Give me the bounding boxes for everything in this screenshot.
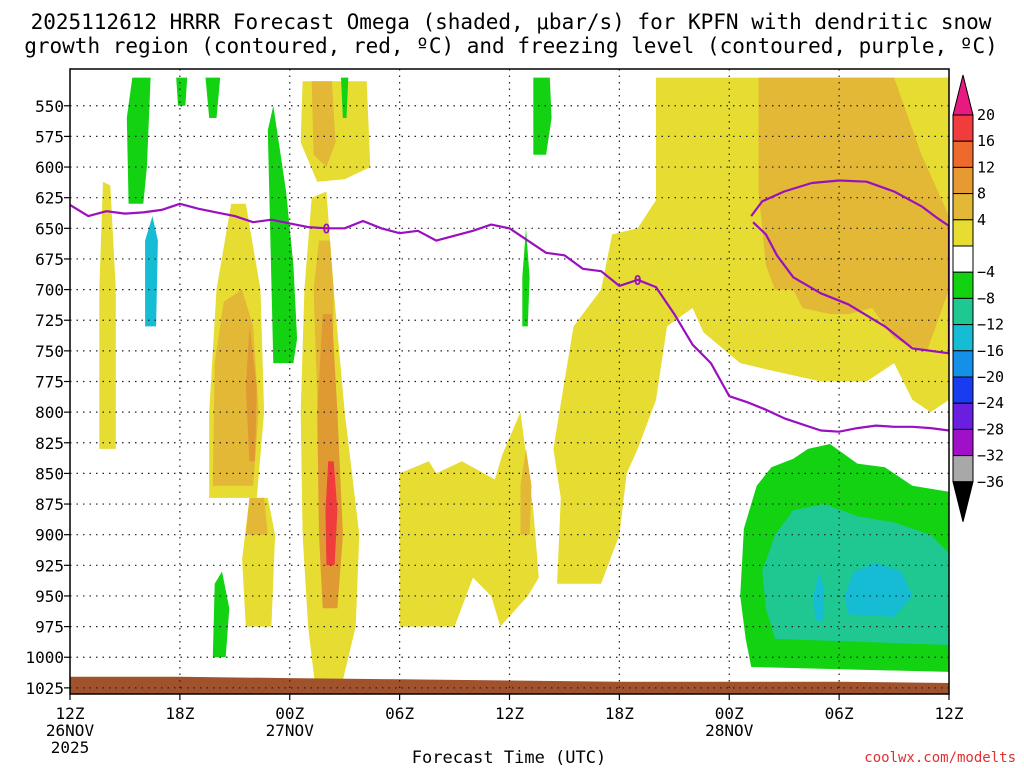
- omega-shading: [99, 77, 949, 688]
- credit-text: coolwx.com/modelts: [864, 750, 1016, 766]
- freezing-level-label-1: 0: [634, 274, 642, 289]
- colorbar-label-6: −8: [977, 289, 995, 307]
- freezing-level-line: [70, 202, 949, 433]
- y-tick-label-725: 725: [35, 311, 64, 330]
- omega-region-cyan-26: [844, 562, 913, 617]
- colorbar-label-1: 16: [977, 132, 995, 150]
- colorbar-band-7: [952, 271, 974, 299]
- x-axis-label: Forecast Time (UTC): [412, 748, 606, 768]
- colorbar-label-5: −4: [977, 263, 995, 281]
- colorbar-label-7: −12: [977, 316, 1004, 334]
- chart-title-line-2: growth region (contoured, red, ºC) and f…: [24, 34, 998, 58]
- y-tick-label-700: 700: [35, 281, 64, 300]
- x-tick-label-30: 18Z: [605, 704, 634, 723]
- y-tick-label-575: 575: [35, 127, 64, 146]
- colorbar-band-14: [952, 455, 974, 483]
- colorbar-bottom-arrow: [952, 481, 974, 522]
- y-tick-label-875: 875: [35, 495, 64, 514]
- omega-region-green-21: [522, 228, 530, 327]
- freezing-level-labels: 00: [322, 222, 641, 288]
- colorbar-band-3: [952, 166, 974, 195]
- colorbar-label-8: −16: [977, 342, 1004, 360]
- x-tick-label-0: 12Z: [56, 704, 85, 723]
- colorbar-label-3: 8: [977, 185, 986, 203]
- y-tick-label-950: 950: [35, 587, 64, 606]
- colorbar-band-1: [952, 114, 974, 142]
- y-tick-label-850: 850: [35, 464, 64, 483]
- x-tick-date-0: 26NOV: [46, 721, 95, 740]
- y-tick-label-1000: 1000: [25, 648, 64, 667]
- y-tick-label-975: 975: [35, 618, 64, 637]
- y-tick-label-1025: 1025: [25, 679, 64, 698]
- colorbar-label-2: 12: [977, 158, 995, 176]
- colorbar-band-10: [952, 350, 974, 378]
- omega-region-green-22: [533, 77, 552, 155]
- y-tick-label-625: 625: [35, 189, 64, 208]
- omega-region-green-20: [341, 77, 349, 118]
- pressure-axis: 550 575 600 625 650 675 700 725 750 775 800 825 850 8…: [25, 97, 70, 698]
- omega-region-green-17: [176, 77, 188, 106]
- x-tick-label-48: 12Z: [935, 704, 964, 723]
- grid-lines: [70, 69, 949, 694]
- colorbar-band-5: [952, 219, 974, 247]
- x-tick-label-36: 00Z: [715, 704, 744, 723]
- omega-region-green-18: [205, 77, 221, 118]
- colorbar-band-4: [952, 193, 974, 221]
- y-tick-label-900: 900: [35, 526, 64, 545]
- y-tick-label-800: 800: [35, 403, 64, 422]
- chart-title-line-1: 2025112612 HRRR Forecast Omega (shaded, …: [31, 10, 992, 34]
- freezing-level-contours: [70, 179, 949, 433]
- colorbar-label-4: 4: [977, 211, 986, 229]
- x-tick-label-24: 12Z: [495, 704, 524, 723]
- omega-region-red-15: [325, 461, 338, 566]
- x-tick-label-6: 18Z: [165, 704, 194, 723]
- x-tick-label-42: 06Z: [825, 704, 854, 723]
- x-tick-label-18: 06Z: [385, 704, 414, 723]
- omega-region-lightorange-10: [245, 497, 268, 535]
- colorbar-label-0: 20: [977, 106, 995, 124]
- y-tick-label-675: 675: [35, 250, 64, 269]
- omega-region-lightorange-8: [311, 81, 336, 167]
- omega-region-cyan-28: [145, 216, 158, 327]
- omega-region-orange-14: [245, 326, 257, 462]
- omega-region-green-19: [267, 105, 298, 364]
- colorbar-band-9: [952, 324, 974, 352]
- omega-region-lightorange-11: [520, 448, 532, 535]
- y-tick-label-825: 825: [35, 434, 64, 453]
- y-tick-label-750: 750: [35, 342, 64, 361]
- colorbar-band-2: [952, 140, 974, 168]
- x-tick-year-0: 2025: [51, 738, 90, 757]
- omega-region-green-23: [212, 571, 230, 658]
- colorbar-label-10: −24: [977, 394, 1004, 412]
- x-tick-label-12: 00Z: [275, 704, 304, 723]
- freezing-level-loop: [750, 179, 949, 355]
- colorbar-label-9: −20: [977, 368, 1004, 386]
- colorbar-band-12: [952, 402, 974, 430]
- y-tick-label-775: 775: [35, 373, 64, 392]
- omega-region-yellow-5: [399, 412, 539, 627]
- colorbar-band-11: [952, 376, 974, 404]
- omega-region-cyan-27: [813, 571, 825, 621]
- y-tick-label-925: 925: [35, 556, 64, 575]
- omega-region-green-16: [126, 77, 151, 204]
- y-tick-label-600: 600: [35, 158, 64, 177]
- colorbar: 20 16 12 8 4 −4 −8 −12 −16 −20 −24 −28 −32 −36: [952, 74, 1004, 522]
- colorbar-band-13: [952, 428, 974, 457]
- x-tick-date-12: 27NOV: [266, 721, 315, 740]
- colorbar-band-8: [952, 297, 974, 326]
- y-tick-label-650: 650: [35, 219, 64, 238]
- x-tick-date-36: 28NOV: [705, 721, 754, 740]
- omega-region-lightorange-12: [758, 77, 949, 351]
- colorbar-label-11: −28: [977, 420, 1004, 438]
- colorbar-band-6: [952, 245, 974, 273]
- colorbar-label-12: −32: [977, 447, 1004, 465]
- y-tick-label-550: 550: [35, 97, 64, 116]
- colorbar-label-13: −36: [977, 473, 1004, 491]
- omega-region-lightorange-9: [212, 289, 259, 486]
- freezing-level-label-0: 0: [322, 222, 330, 237]
